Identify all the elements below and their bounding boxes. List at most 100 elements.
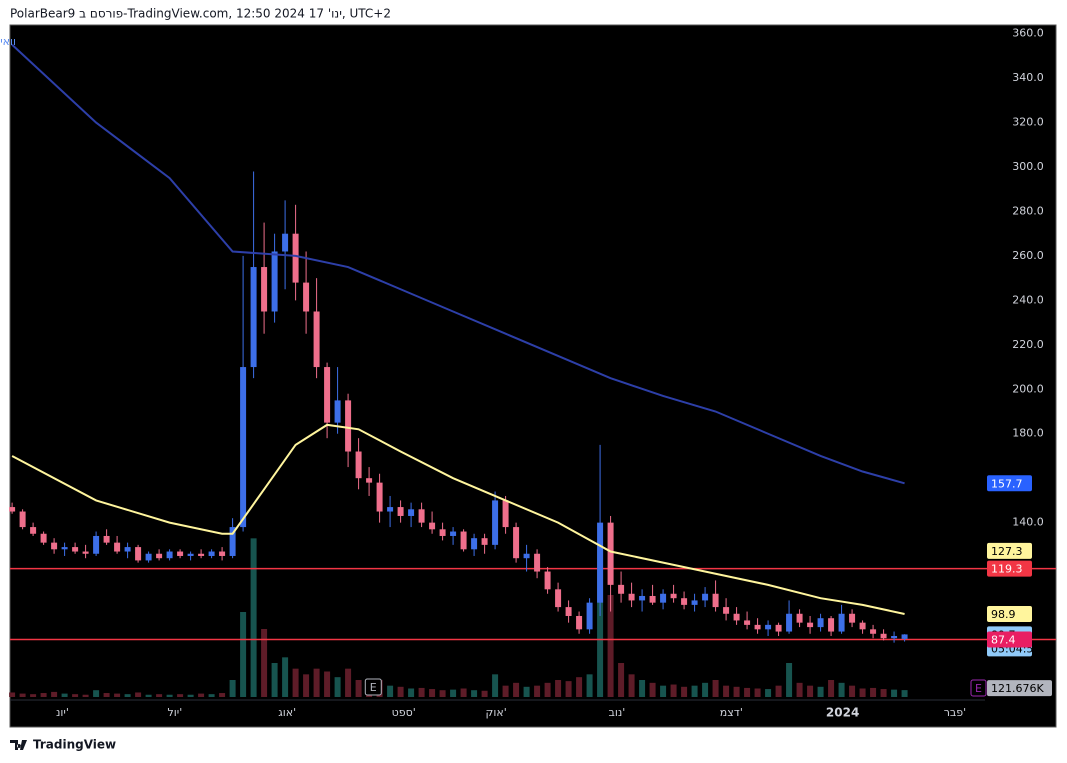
price-label-box [987,560,1032,577]
volume-bar [303,674,310,697]
volume-bar [744,687,751,697]
volume-bar [502,685,509,697]
volume-bar [481,690,488,697]
candle-body [796,613,803,623]
volume-bar [397,686,404,697]
legend: וואיטסטון, 1יום, TASE פ87.7 ג89.8 נ86.5 … [0,35,16,48]
volume-bar [796,682,803,697]
volume-bar [786,663,793,697]
axis-event-label: E [975,682,982,695]
candle-body [544,571,551,590]
volume-bar [891,689,898,697]
candle-body [460,531,467,550]
volume-bar [61,693,68,697]
volume-bar [534,685,541,697]
candle-body [670,593,677,599]
candle-body [565,607,572,616]
volume-bar [870,687,877,697]
footer: TradingView [33,738,116,752]
volume-bar [72,694,79,697]
candle-body [303,282,310,312]
candle-body [313,311,320,368]
candle-body [387,507,394,512]
candle-body [450,531,457,536]
volume-bar [345,668,352,697]
x-tick-label: אוק' [486,706,507,719]
candle-body [723,607,730,614]
volume-bar [513,682,520,697]
candle-body [124,547,131,552]
candle-body [334,400,341,423]
candle-body [271,251,278,312]
y-tick-label: 260.0 [1012,249,1044,262]
volume-bar [9,692,16,697]
candle-body [649,595,656,603]
y-tick-label: 140.0 [1012,516,1044,529]
y-tick-label: 320.0 [1012,116,1044,129]
candle-body [240,367,247,528]
volume-bar [177,694,184,697]
candle-body [481,538,488,545]
candle-body [250,267,257,368]
volume-label: 121.676K [991,682,1044,695]
candle-body [61,547,68,550]
candle-body [30,527,37,534]
candle-body [51,542,58,550]
candle-body [114,542,121,552]
candle-body [93,535,100,554]
candle-body [870,629,877,634]
volume-bar [429,689,436,697]
price-label: 98.9 [991,608,1016,621]
candle-body [660,593,667,603]
candle-body [471,538,478,550]
volume-bar [859,688,866,697]
volume-bar [93,690,100,697]
price-label-box [987,631,1032,648]
candle-body [177,551,184,556]
volume-bar [124,694,131,697]
y-tick-label: 360.0 [1012,27,1044,40]
candle-body [208,551,215,556]
volume-bar [555,680,562,697]
price-label: 119.3 [991,563,1023,576]
volume-bar [639,680,646,697]
volume-bar [492,674,499,697]
volume-bar [198,693,205,697]
candle-body [439,529,446,536]
volume-bar [691,685,698,697]
candle-body [261,267,268,312]
candle-body [901,634,908,639]
x-tick-label: יונ' [56,706,69,719]
volume-bar [597,549,604,697]
axis-event-badge [970,679,987,697]
y-tick-label: 200.0 [1012,382,1044,395]
volume-bar [544,682,551,697]
candle-body [523,553,530,559]
volume-bar [250,538,257,697]
volume-bar [261,629,268,697]
volume-bar [649,682,656,697]
header: PolarBear9 פורסם ב-TradingView.com, 12:5… [10,7,391,21]
x-tick-label: ספט' [392,706,416,719]
volume-label-box [987,680,1052,697]
candle-body [219,551,226,556]
volume-bar [292,668,299,697]
volume-bar [901,690,908,697]
candle-body [292,233,299,283]
candle-body [103,535,110,543]
volume-bar [460,688,467,697]
candle-body [733,613,740,621]
x-tick-label: אוג' [278,706,296,719]
price-label: 157.7 [991,477,1023,490]
candle-body [492,500,499,545]
volume-bar [19,693,26,697]
candle-body [166,551,173,559]
candle-body [40,533,47,543]
volume-bar [240,612,247,697]
volume-bar [208,694,215,697]
volume-bar [576,677,583,697]
volume-bar [145,694,152,697]
volume-bar [775,685,782,697]
candle-body [534,553,541,572]
